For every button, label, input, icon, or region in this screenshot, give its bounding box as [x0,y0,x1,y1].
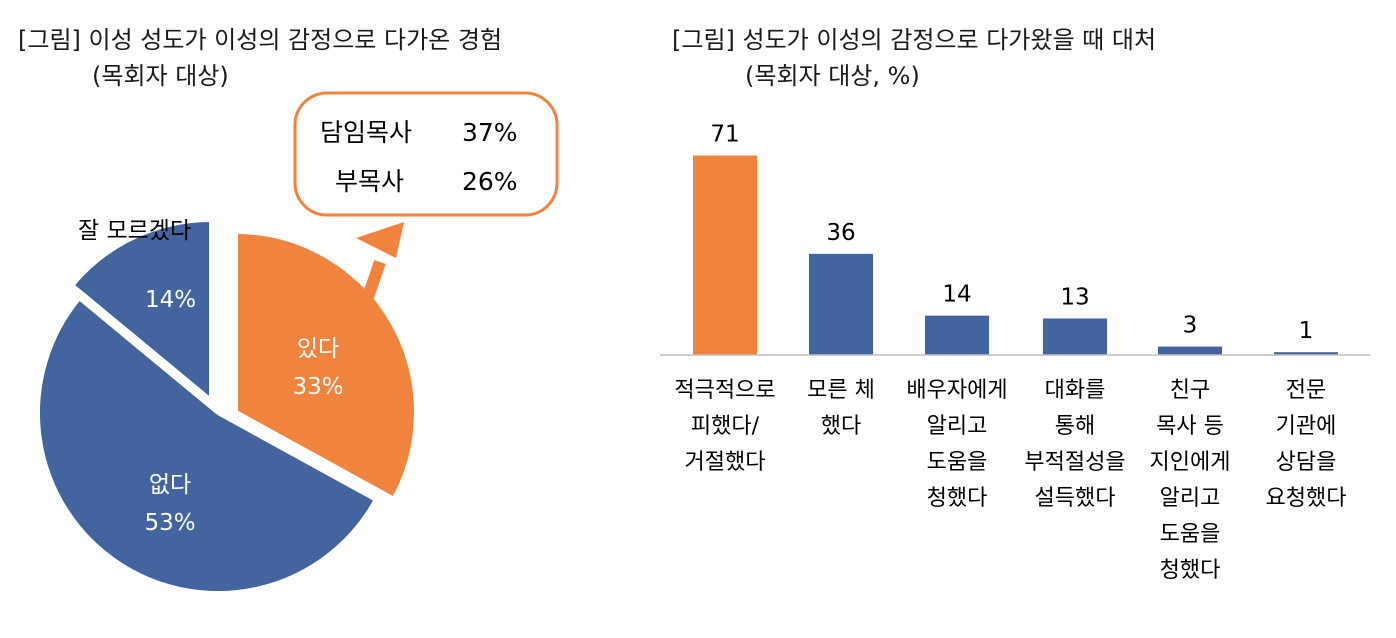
callout-row-1-label: 담임목사 [320,118,412,147]
pie-subtitle: (목회자 대상) [92,62,229,90]
category-label-2-line-1: 모른 체 [807,378,875,403]
category-label-6-line-2: 기관에 [1276,414,1337,439]
category-label-1-line-3: 거절했다 [685,450,766,475]
category-label-4-line-3: 부적절성을 [1024,450,1125,475]
bar-chart: [그림] 성도가 이성의 감정으로 다가왔을 때 대처 (목회자 대상, %) … [660,26,1370,583]
bar-title: [그림] 성도가 이성의 감정으로 다가왔을 때 대처 [672,26,1156,54]
slice-value-no: 53% [144,510,195,536]
category-label-3-line-1: 배우자에게 [906,378,1007,403]
category-label-3-line-4: 청했다 [927,486,988,511]
bar-value-labels: 71 36 14 13 3 1 [710,121,1313,344]
pie-chart: [그림] 이성 성도가 이성의 감정으로 다가온 경험 (목회자 대상) 담임목… [18,26,559,595]
bar-6 [1274,352,1338,355]
bar-series [693,155,1338,355]
bar-2 [809,253,873,355]
category-label-6-line-3: 상담을 [1276,450,1337,475]
callout-arrow [356,222,404,299]
category-label-2-line-2: 했다 [821,414,861,439]
category-label-5-line-1: 친구 [1170,378,1210,403]
bar-subtitle: (목회자 대상, %) [745,62,920,90]
pie-slice-unknown [69,217,213,405]
bar-3 [925,315,989,355]
pie-slices [36,217,418,595]
category-label-5-line-5: 도움을 [1160,522,1221,547]
bar-value-label-5: 3 [1183,313,1198,339]
bar-value-label-4: 13 [1060,284,1089,310]
pie-slice-no [36,295,379,595]
category-label-5-line-4: 알리고 [1160,486,1221,511]
callout-box: 담임목사 37% 부목사 26% [293,91,559,217]
category-label-4-line-4: 설득했다 [1035,486,1116,511]
slice-label-unknown: 잘 모르겠다 [78,218,191,244]
callout-arrow-shaft [362,260,386,299]
bar-5 [1158,346,1222,355]
category-label-5-line-2: 목사 등 [1156,414,1224,439]
category-label-1-line-1: 적극적으로 [674,378,775,403]
category-label-6-line-4: 요청했다 [1266,486,1347,511]
bar-value-label-2: 36 [826,220,855,246]
callout-border [293,91,559,217]
category-label-6-line-1: 전문 [1286,378,1326,403]
pie-title: [그림] 이성 성도가 이성의 감정으로 다가온 경험 [18,26,502,54]
category-label-4-line-2: 통해 [1055,414,1095,439]
category-label-5-line-6: 청했다 [1160,558,1221,583]
category-label-1-line-2: 피했다/ [691,414,760,439]
callout-row-1-value: 37% [462,118,518,147]
bar-value-label-6: 1 [1299,318,1314,344]
slice-value-yes: 33% [292,374,343,400]
category-label-5-line-3: 지인에게 [1150,450,1231,475]
bar-value-label-3: 14 [942,282,971,308]
category-label-3-line-3: 도움을 [927,450,988,475]
callout-row-2-value: 26% [462,167,518,196]
callout-arrow-head [356,222,404,258]
pie-slice-yes [234,229,418,502]
bar-value-label-1: 71 [710,121,739,147]
category-label-3-line-2: 알리고 [927,414,988,439]
slice-value-unknown: 14% [145,287,196,313]
slice-label-no: 없다 [149,472,191,498]
callout-row-2-label: 부목사 [335,167,404,196]
bar-1 [693,155,757,355]
bar-4 [1043,318,1107,355]
slice-label-yes: 있다 [297,336,339,362]
category-label-4-line-1: 대화를 [1045,378,1106,403]
